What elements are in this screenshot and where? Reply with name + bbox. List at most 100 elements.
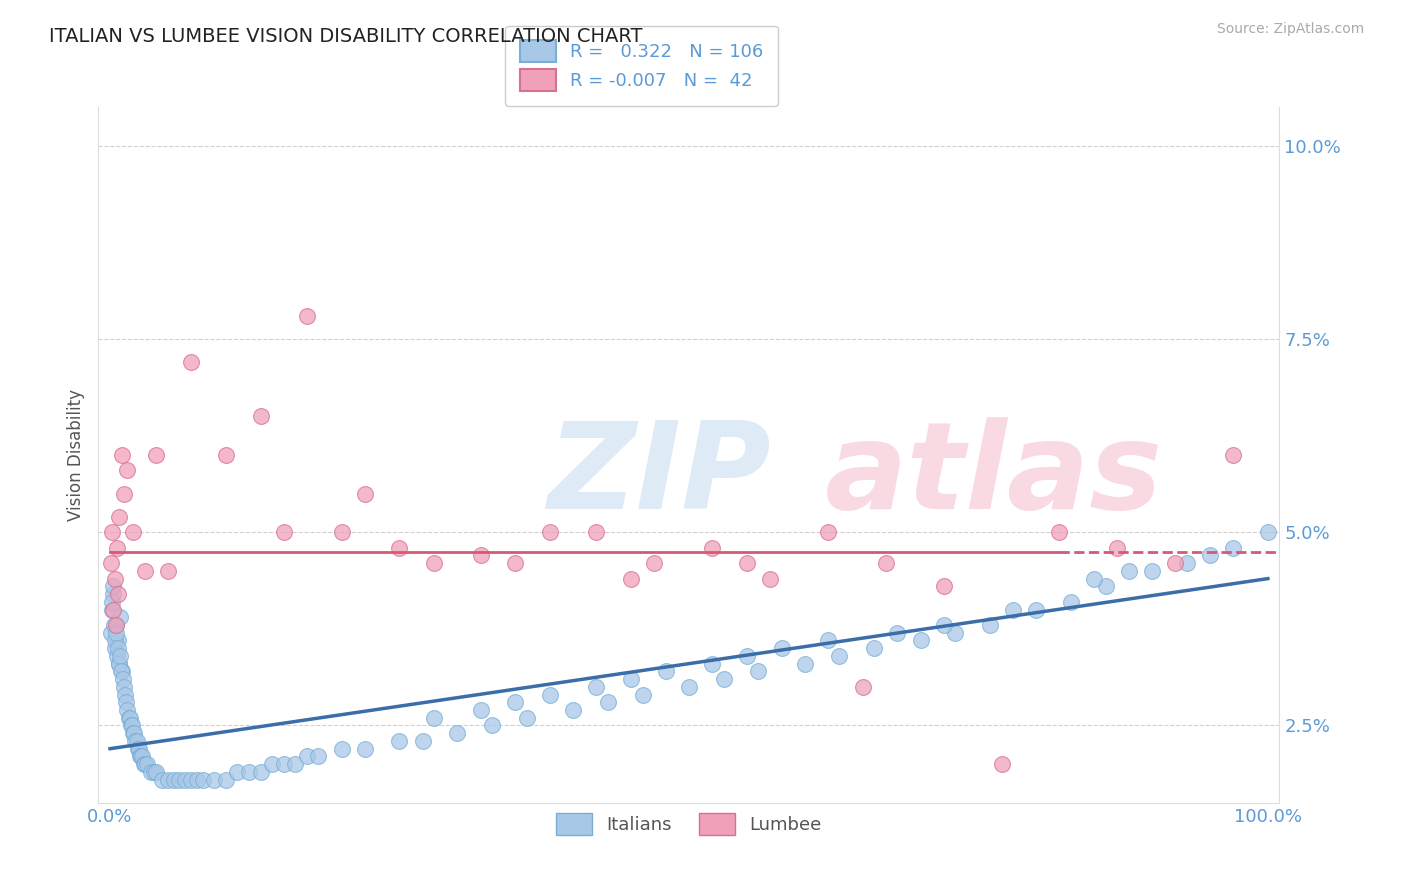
Point <box>103 587 125 601</box>
Point <box>932 579 955 593</box>
Point <box>127 741 149 756</box>
Point <box>107 641 129 656</box>
Point <box>124 726 146 740</box>
Point <box>136 757 159 772</box>
Point <box>943 625 966 640</box>
Point <box>886 625 908 640</box>
Point <box>105 541 128 555</box>
Point <box>108 509 131 524</box>
Point <box>117 711 139 725</box>
Point <box>129 749 152 764</box>
Point <box>134 757 156 772</box>
Point <box>412 734 434 748</box>
Point <box>129 749 152 764</box>
Point <box>875 556 897 570</box>
Point <box>150 772 173 787</box>
Point <box>295 309 318 323</box>
Point <box>817 525 839 540</box>
Point <box>330 741 353 756</box>
Point <box>163 772 186 787</box>
Point <box>145 448 167 462</box>
Y-axis label: Vision Disability: Vision Disability <box>66 389 84 521</box>
Point <box>104 641 127 656</box>
Point <box>107 633 129 648</box>
Text: Source: ZipAtlas.com: Source: ZipAtlas.com <box>1216 22 1364 37</box>
Point <box>910 633 932 648</box>
Point <box>103 602 125 616</box>
Point <box>1083 572 1105 586</box>
Point <box>145 764 167 779</box>
Point <box>585 525 607 540</box>
Point <box>100 625 122 640</box>
Point <box>114 688 136 702</box>
Point <box>104 633 127 648</box>
Point <box>110 448 132 462</box>
Point <box>1140 564 1163 578</box>
Point <box>101 579 124 593</box>
Point <box>125 734 148 748</box>
Point <box>139 764 162 779</box>
Point <box>863 641 886 656</box>
Point <box>516 711 538 725</box>
Point <box>562 703 585 717</box>
Point <box>105 625 128 640</box>
Point <box>470 549 492 563</box>
Point <box>101 602 124 616</box>
Point <box>174 772 197 787</box>
Point <box>503 556 526 570</box>
Point <box>124 734 146 748</box>
Text: ITALIAN VS LUMBEE VISION DISABILITY CORRELATION CHART: ITALIAN VS LUMBEE VISION DISABILITY CORR… <box>49 27 643 45</box>
Point <box>770 641 793 656</box>
Text: atlas: atlas <box>825 417 1163 534</box>
Point <box>1257 525 1279 540</box>
Point <box>108 657 131 671</box>
Point <box>110 665 132 679</box>
Point <box>156 772 179 787</box>
Point <box>747 665 769 679</box>
Point <box>238 764 260 779</box>
Point <box>169 772 191 787</box>
Point <box>655 665 678 679</box>
Point <box>538 688 561 702</box>
Point <box>104 618 127 632</box>
Point <box>249 764 271 779</box>
Point <box>1175 556 1198 570</box>
Point <box>122 525 145 540</box>
Point <box>620 672 643 686</box>
Point <box>1025 602 1047 616</box>
Point <box>117 463 139 477</box>
Point <box>1107 541 1129 555</box>
Point <box>700 541 723 555</box>
Point <box>852 680 875 694</box>
Point <box>1118 564 1140 578</box>
Point <box>249 409 271 424</box>
Point <box>481 718 503 732</box>
Point <box>118 711 141 725</box>
Point <box>388 734 411 748</box>
Point <box>1002 602 1025 616</box>
Point <box>353 486 375 500</box>
Point <box>108 648 131 663</box>
Legend: Italians, Lumbee: Italians, Lumbee <box>548 806 830 842</box>
Point <box>226 764 249 779</box>
Point <box>273 525 295 540</box>
Point <box>793 657 815 671</box>
Point <box>735 556 758 570</box>
Point <box>1222 541 1244 555</box>
Point <box>215 448 238 462</box>
Point <box>107 657 129 671</box>
Point <box>585 680 607 694</box>
Point <box>446 726 468 740</box>
Point <box>104 618 127 632</box>
Point <box>700 657 723 671</box>
Point <box>111 672 134 686</box>
Point <box>104 572 127 586</box>
Point <box>1060 595 1083 609</box>
Point <box>100 595 122 609</box>
Point <box>307 749 329 764</box>
Point <box>631 688 654 702</box>
Point <box>1094 579 1116 593</box>
Point <box>110 610 132 624</box>
Point <box>112 486 135 500</box>
Point <box>107 587 129 601</box>
